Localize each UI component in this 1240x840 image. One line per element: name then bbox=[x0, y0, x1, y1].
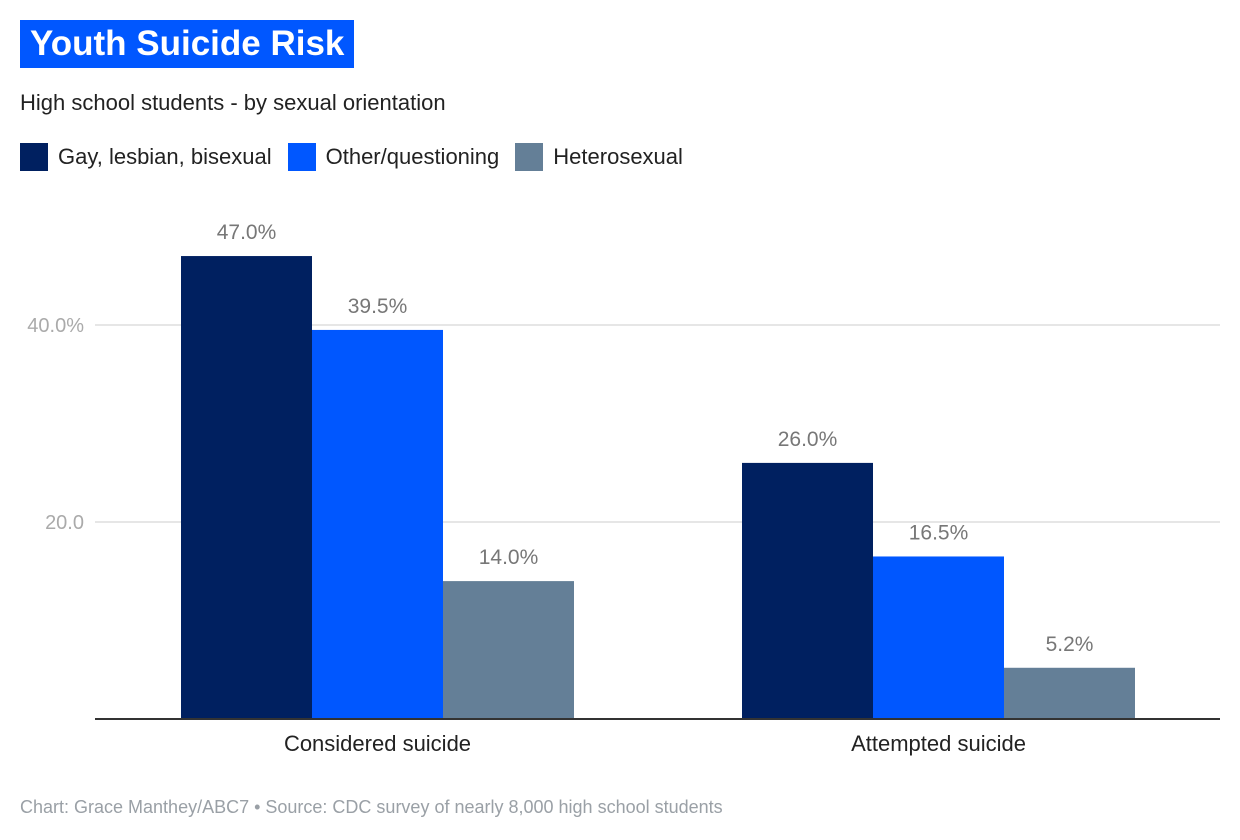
data-label: 39.5% bbox=[348, 295, 408, 318]
legend-swatch bbox=[20, 143, 48, 171]
legend: Gay, lesbian, bisexual Other/questioning… bbox=[20, 143, 699, 171]
bar bbox=[873, 556, 1004, 719]
legend-item-gay-lesbian-bisexual: Gay, lesbian, bisexual bbox=[20, 143, 272, 171]
chart-footer: Chart: Grace Manthey/ABC7 • Source: CDC … bbox=[20, 797, 723, 817]
legend-swatch bbox=[287, 143, 316, 171]
data-label: 47.0% bbox=[217, 221, 277, 244]
data-label: 14.0% bbox=[479, 546, 539, 569]
bar bbox=[312, 329, 443, 719]
bar bbox=[443, 581, 574, 719]
legend-label: Heterosexual bbox=[553, 144, 683, 169]
y-tick-label: 40.0% bbox=[27, 315, 84, 337]
legend-item-other-questioning: Other/questioning bbox=[287, 143, 500, 171]
legend-label: Gay, lesbian, bisexual bbox=[58, 144, 272, 169]
data-label: 5.2% bbox=[1046, 633, 1094, 656]
data-label: 26.0% bbox=[778, 428, 838, 451]
legend-item-heterosexual: Heterosexual bbox=[515, 143, 683, 171]
x-category-label: Considered suicide bbox=[284, 731, 471, 756]
legend-label: Other/questioning bbox=[325, 144, 500, 169]
bar bbox=[1004, 667, 1135, 719]
x-category-label: Attempted suicide bbox=[851, 731, 1026, 756]
bar bbox=[742, 462, 873, 719]
chart-subtitle: High school students - by sexual orienta… bbox=[20, 90, 446, 115]
y-tick-label: 20.0 bbox=[45, 512, 84, 534]
legend-swatch bbox=[515, 143, 544, 171]
chart-title: Youth Suicide Risk bbox=[20, 20, 355, 68]
bar bbox=[181, 256, 312, 719]
data-label: 16.5% bbox=[909, 521, 969, 544]
